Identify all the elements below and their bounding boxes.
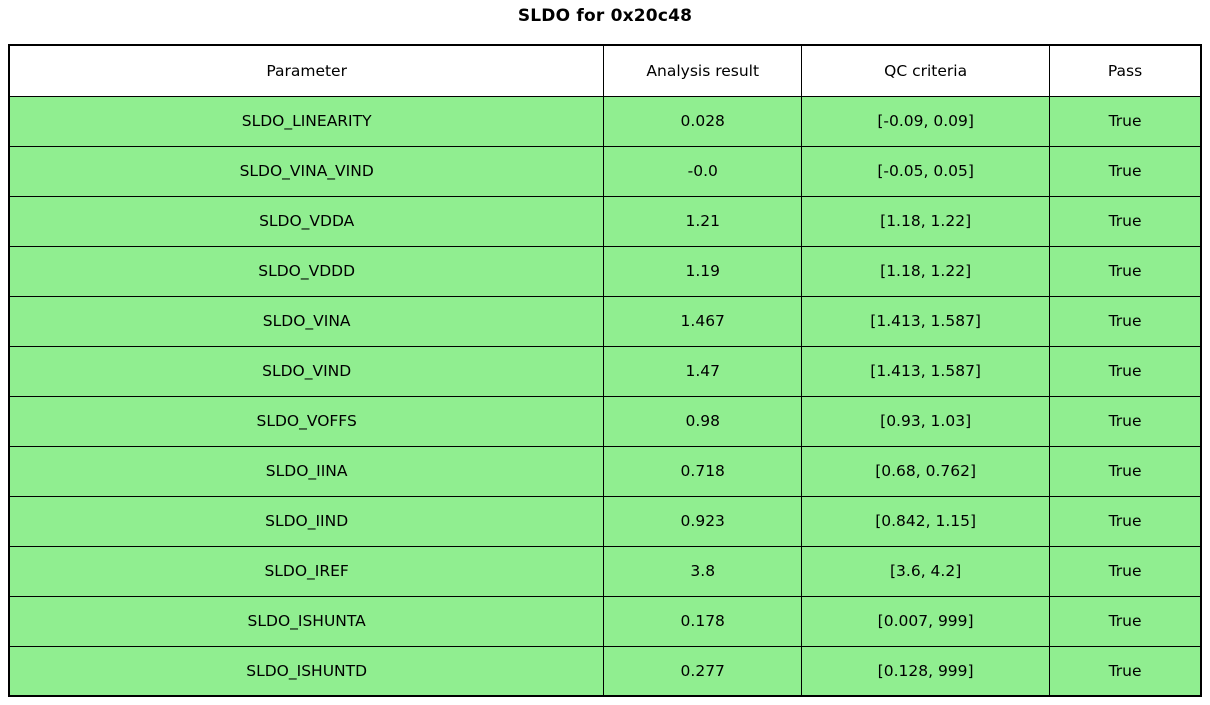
qc-criteria-cell: [0.007, 999] xyxy=(801,595,1051,647)
qc-results-table: Parameter Analysis result QC criteria Pa… xyxy=(8,44,1202,697)
parameter-cell: SLDO_VOFFS xyxy=(8,395,605,447)
analysis-result-cell: 1.21 xyxy=(603,195,803,247)
parameter-cell: SLDO_IINA xyxy=(8,445,605,497)
qc-criteria-cell: [1.18, 1.22] xyxy=(801,195,1051,247)
qc-criteria-cell: [1.413, 1.587] xyxy=(801,345,1051,397)
qc-criteria-cell: [0.93, 1.03] xyxy=(801,395,1051,447)
qc-criteria-cell: [1.18, 1.22] xyxy=(801,245,1051,297)
analysis-result-cell: 1.467 xyxy=(603,295,803,347)
pass-cell: True xyxy=(1049,495,1202,547)
pass-cell: True xyxy=(1049,95,1202,147)
table-row: SLDO_VOFFS 0.98 [0.93, 1.03] True xyxy=(8,395,1202,447)
pass-cell: True xyxy=(1049,595,1202,647)
parameter-cell: SLDO_VINA xyxy=(8,295,605,347)
analysis-result-cell: 0.178 xyxy=(603,595,803,647)
figure-title: SLDO for 0x20c48 xyxy=(517,6,693,26)
pass-cell: True xyxy=(1049,545,1202,597)
table-row: SLDO_ISHUNTD 0.277 [0.128, 999] True xyxy=(8,645,1202,697)
table-header: Parameter Analysis result QC criteria Pa… xyxy=(8,44,1202,97)
analysis-result-cell: 0.718 xyxy=(603,445,803,497)
analysis-result-cell: 0.98 xyxy=(603,395,803,447)
qc-criteria-cell: [0.68, 0.762] xyxy=(801,445,1051,497)
pass-cell: True xyxy=(1049,145,1202,197)
table-row: SLDO_VINA 1.467 [1.413, 1.587] True xyxy=(8,295,1202,347)
qc-criteria-cell: [1.413, 1.587] xyxy=(801,295,1051,347)
qc-criteria-cell: [0.842, 1.15] xyxy=(801,495,1051,547)
table-row: SLDO_VDDA 1.21 [1.18, 1.22] True xyxy=(8,195,1202,247)
parameter-cell: SLDO_ISHUNTD xyxy=(8,645,605,697)
parameter-cell: SLDO_IIND xyxy=(8,495,605,547)
analysis-result-cell: 0.028 xyxy=(603,95,803,147)
column-header-pass: Pass xyxy=(1049,44,1202,97)
table-row: SLDO_ISHUNTA 0.178 [0.007, 999] True xyxy=(8,595,1202,647)
table-row: SLDO_IIND 0.923 [0.842, 1.15] True xyxy=(8,495,1202,547)
analysis-result-cell: 3.8 xyxy=(603,545,803,597)
parameter-cell: SLDO_VIND xyxy=(8,345,605,397)
parameter-cell: SLDO_IREF xyxy=(8,545,605,597)
pass-cell: True xyxy=(1049,645,1202,697)
pass-cell: True xyxy=(1049,445,1202,497)
table-row: SLDO_LINEARITY 0.028 [-0.09, 0.09] True xyxy=(8,95,1202,147)
analysis-result-cell: 1.47 xyxy=(603,345,803,397)
pass-cell: True xyxy=(1049,345,1202,397)
table-body: SLDO_LINEARITY 0.028 [-0.09, 0.09] True SLDO… xyxy=(8,95,1202,697)
parameter-cell: SLDO_VDDD xyxy=(8,245,605,297)
header-row: Parameter Analysis result QC criteria Pa… xyxy=(8,44,1202,97)
pass-cell: True xyxy=(1049,195,1202,247)
table-row: SLDO_VIND 1.47 [1.413, 1.587] True xyxy=(8,345,1202,397)
table-row: SLDO_IREF 3.8 [3.6, 4.2] True xyxy=(8,545,1202,597)
analysis-result-cell: -0.0 xyxy=(603,145,803,197)
qc-criteria-cell: [3.6, 4.2] xyxy=(801,545,1051,597)
pass-cell: True xyxy=(1049,395,1202,447)
qc-criteria-cell: [0.128, 999] xyxy=(801,645,1051,697)
parameter-cell: SLDO_LINEARITY xyxy=(8,95,605,147)
column-header-qc-criteria: QC criteria xyxy=(801,44,1051,97)
table-row: SLDO_VDDD 1.19 [1.18, 1.22] True xyxy=(8,245,1202,297)
analysis-result-cell: 1.19 xyxy=(603,245,803,297)
pass-cell: True xyxy=(1049,245,1202,297)
table-row: SLDO_IINA 0.718 [0.68, 0.762] True xyxy=(8,445,1202,497)
analysis-result-cell: 0.923 xyxy=(603,495,803,547)
analysis-result-cell: 0.277 xyxy=(603,645,803,697)
column-header-analysis-result: Analysis result xyxy=(603,44,803,97)
table-row: SLDO_VINA_VIND -0.0 [-0.05, 0.05] True xyxy=(8,145,1202,197)
parameter-cell: SLDO_VDDA xyxy=(8,195,605,247)
pass-cell: True xyxy=(1049,295,1202,347)
qc-criteria-cell: [-0.05, 0.05] xyxy=(801,145,1051,197)
parameter-cell: SLDO_ISHUNTA xyxy=(8,595,605,647)
column-header-parameter: Parameter xyxy=(8,44,605,97)
parameter-cell: SLDO_VINA_VIND xyxy=(8,145,605,197)
qc-criteria-cell: [-0.09, 0.09] xyxy=(801,95,1051,147)
